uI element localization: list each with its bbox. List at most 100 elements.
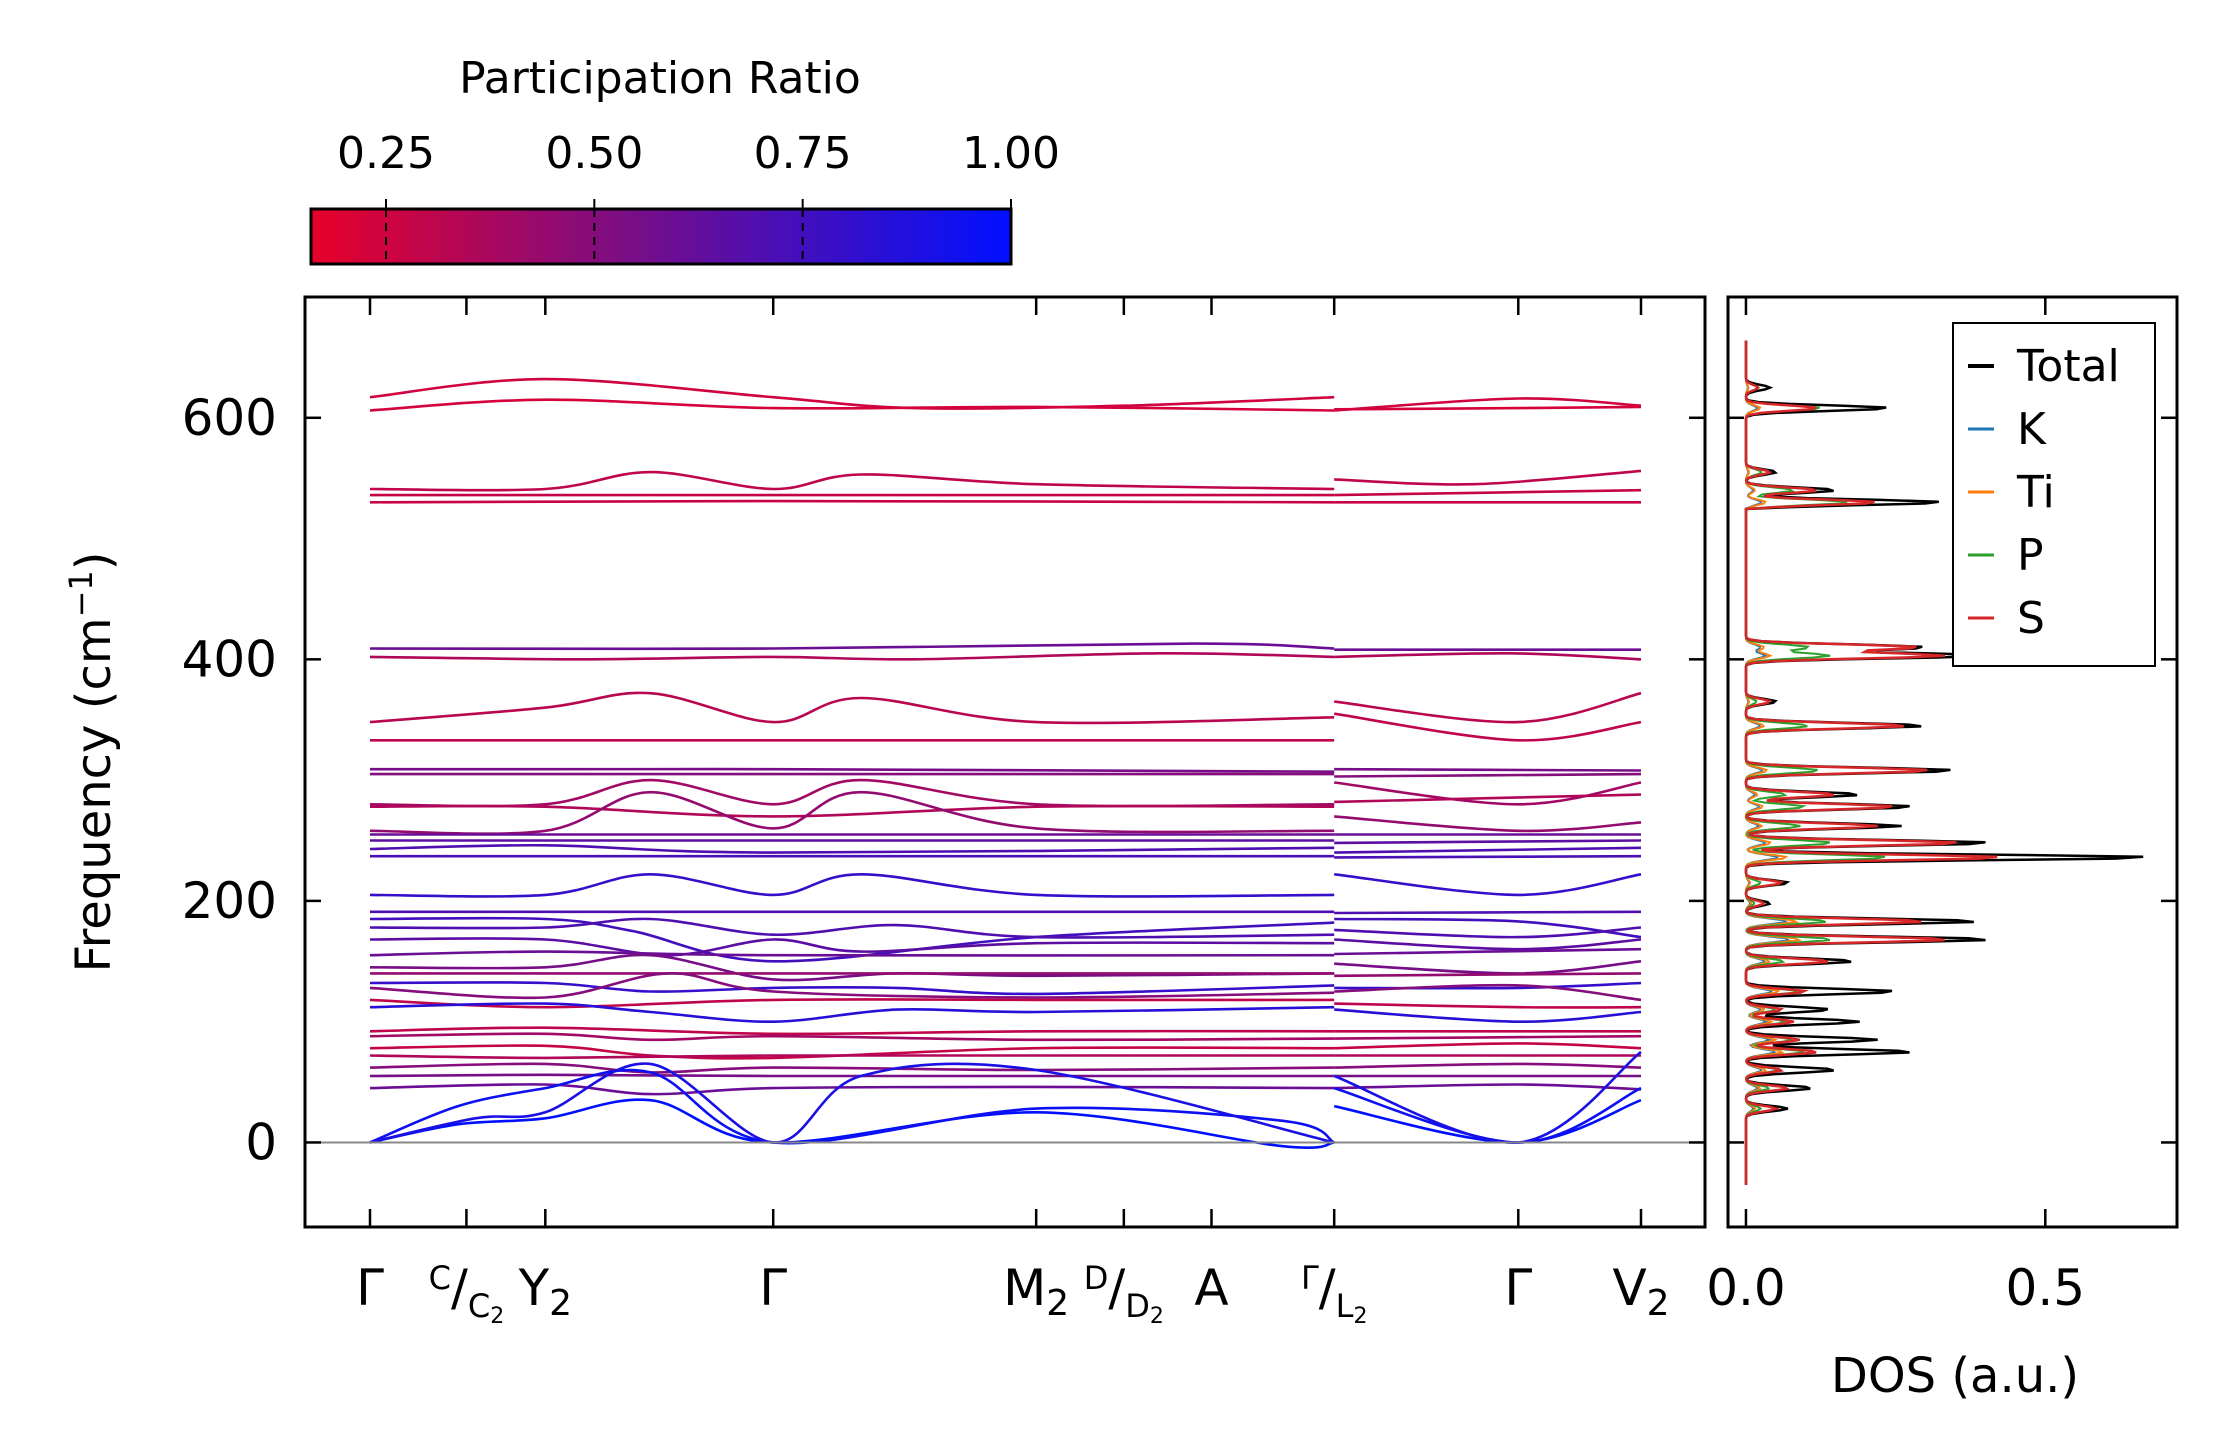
colorbar-tick-label: 0.25 bbox=[337, 128, 435, 179]
phonon-band bbox=[1334, 405, 1642, 411]
legend-label: S bbox=[2017, 593, 2045, 644]
phonon-band bbox=[1334, 488, 1642, 497]
phonon-band bbox=[369, 916, 1335, 963]
phonon-band bbox=[369, 1026, 1335, 1036]
phonon-band bbox=[369, 872, 1335, 898]
phonon-band bbox=[1334, 397, 1642, 412]
kpoint-label-slash: / bbox=[1319, 1259, 1336, 1317]
kpoint-label-sup: C bbox=[429, 1259, 451, 1297]
band-axes-frame bbox=[303, 295, 1707, 1229]
kpoint-label-sub2: 2 bbox=[1353, 1304, 1367, 1329]
phonon-band bbox=[1334, 1002, 1642, 1009]
kpoint-label-sub: 2 bbox=[1046, 1283, 1069, 1324]
phonon-band bbox=[369, 917, 1335, 939]
phonon-band bbox=[369, 998, 1335, 1009]
phonon-band bbox=[369, 1054, 1335, 1060]
phonon-band bbox=[1334, 772, 1642, 778]
phonon-band bbox=[369, 843, 1335, 854]
phonon-band bbox=[369, 1073, 1335, 1078]
kpoint-label-slash: / bbox=[1108, 1259, 1125, 1317]
y-tick-label: 600 bbox=[182, 389, 277, 447]
colorbar-tick-label: 0.50 bbox=[545, 128, 643, 179]
kpoint-label-sub: L bbox=[1336, 1287, 1354, 1325]
colorbar-tick-label: 0.75 bbox=[754, 128, 852, 179]
phonon-band bbox=[369, 642, 1335, 651]
colorbar-ticks: 0.25 0.50 0.75 1.00 bbox=[337, 128, 1060, 264]
legend-frame bbox=[1952, 322, 2156, 667]
phonon-band bbox=[1334, 938, 1642, 951]
legend-items: Total K Ti PS bbox=[1968, 341, 2120, 644]
kpoint-label: A bbox=[1194, 1259, 1228, 1317]
kpoint-label-sub: 2 bbox=[549, 1283, 572, 1324]
y-axis-label: Frequency (cm−1) bbox=[62, 551, 122, 972]
colorbar: Participation Ratio 0.25 0.50 0.75 1.00 bbox=[309, 53, 1060, 266]
phonon-band bbox=[1334, 1083, 1642, 1091]
phonon-band bbox=[1334, 469, 1642, 486]
dos-series-s bbox=[1744, 340, 1998, 1185]
kpoint-label-sup: D bbox=[1084, 1259, 1109, 1297]
kpoint-labels: Γ C/C2 Y2 Γ M2D/D2 A Γ/L2 Γ V2 bbox=[356, 1259, 1669, 1329]
phonon-band bbox=[369, 470, 1335, 492]
kpoint-label: Γ bbox=[1504, 1259, 1532, 1317]
phonon-band bbox=[369, 691, 1335, 725]
kpoint-label-main: Y bbox=[518, 1259, 550, 1317]
band-y-ticks: 0 200 400 600 bbox=[182, 389, 1705, 1171]
phonon-band bbox=[369, 953, 1335, 982]
dos-x-axis-label: DOS (a.u.) bbox=[1831, 1348, 2079, 1404]
phonon-band bbox=[369, 1068, 1335, 1145]
colorbar-label: Participation Ratio bbox=[459, 53, 861, 104]
phonon-band bbox=[369, 1098, 1335, 1150]
phonon-band bbox=[369, 1032, 1335, 1042]
colorbar-gradient bbox=[309, 207, 1013, 266]
legend-label: K bbox=[2017, 404, 2047, 455]
band-lines bbox=[369, 377, 1642, 1150]
kpoint-label-sub2: 2 bbox=[1150, 1304, 1164, 1329]
kpoint-label: V2 bbox=[1612, 1259, 1669, 1324]
phonon-band bbox=[369, 767, 1335, 773]
kpoint-label-sup: Γ bbox=[1301, 1259, 1319, 1297]
kpoint-tick-lines bbox=[368, 297, 1643, 1227]
phonon-band bbox=[369, 804, 1335, 818]
phonon-band bbox=[1334, 793, 1642, 804]
phonon-band bbox=[1334, 873, 1642, 897]
kpoint-label: Γ bbox=[356, 1259, 384, 1317]
phonon-band bbox=[369, 499, 1335, 504]
kpoint-label-sub: C bbox=[468, 1287, 490, 1325]
kpoint-label-main: M bbox=[1003, 1259, 1046, 1317]
kpoint-label-main: V bbox=[1612, 1259, 1646, 1317]
dos-x-tick-label: 0.5 bbox=[2006, 1259, 2086, 1317]
kpoint-label: Γ bbox=[759, 1259, 787, 1317]
colorbar-tick-label: 1.00 bbox=[962, 128, 1060, 179]
kpoint-label-slash: / bbox=[451, 1259, 468, 1317]
phonon-band bbox=[1334, 960, 1642, 975]
phonon-band bbox=[1334, 926, 1642, 939]
phonon-band bbox=[1334, 815, 1642, 833]
dos-axes-frame bbox=[1726, 295, 2179, 1229]
phonon-band bbox=[369, 398, 1335, 412]
phonon-band bbox=[1334, 781, 1642, 806]
phonon-band bbox=[369, 981, 1335, 996]
phonon-band bbox=[1334, 691, 1642, 724]
phonon-band bbox=[1334, 910, 1642, 915]
kpoint-label: M2 bbox=[1003, 1259, 1069, 1324]
y-tick-label: 400 bbox=[182, 630, 277, 688]
legend-label: P bbox=[2017, 530, 2044, 581]
legend-label: Total bbox=[2016, 341, 2120, 392]
kpoint-label: Y2 bbox=[518, 1259, 572, 1324]
kpoint-label: C/C2 bbox=[429, 1259, 505, 1329]
kpoint-label-sub: 2 bbox=[1647, 1283, 1670, 1324]
phonon-band bbox=[1334, 767, 1642, 772]
phonon-band bbox=[1333, 1098, 1642, 1144]
kpoint-label: D/D2 bbox=[1084, 1259, 1164, 1329]
phonon-band bbox=[1334, 983, 1642, 1002]
kpoint-label-sub2: 2 bbox=[490, 1304, 504, 1329]
phonon-band bbox=[1334, 846, 1642, 854]
kpoint-label-main: A bbox=[1194, 1259, 1228, 1317]
phonon-band bbox=[369, 950, 1335, 957]
phonon-band bbox=[369, 1062, 1335, 1074]
phonon-band bbox=[1334, 1008, 1642, 1024]
phonon-band bbox=[1334, 947, 1642, 956]
legend: Total K Ti PS bbox=[1952, 322, 2156, 667]
